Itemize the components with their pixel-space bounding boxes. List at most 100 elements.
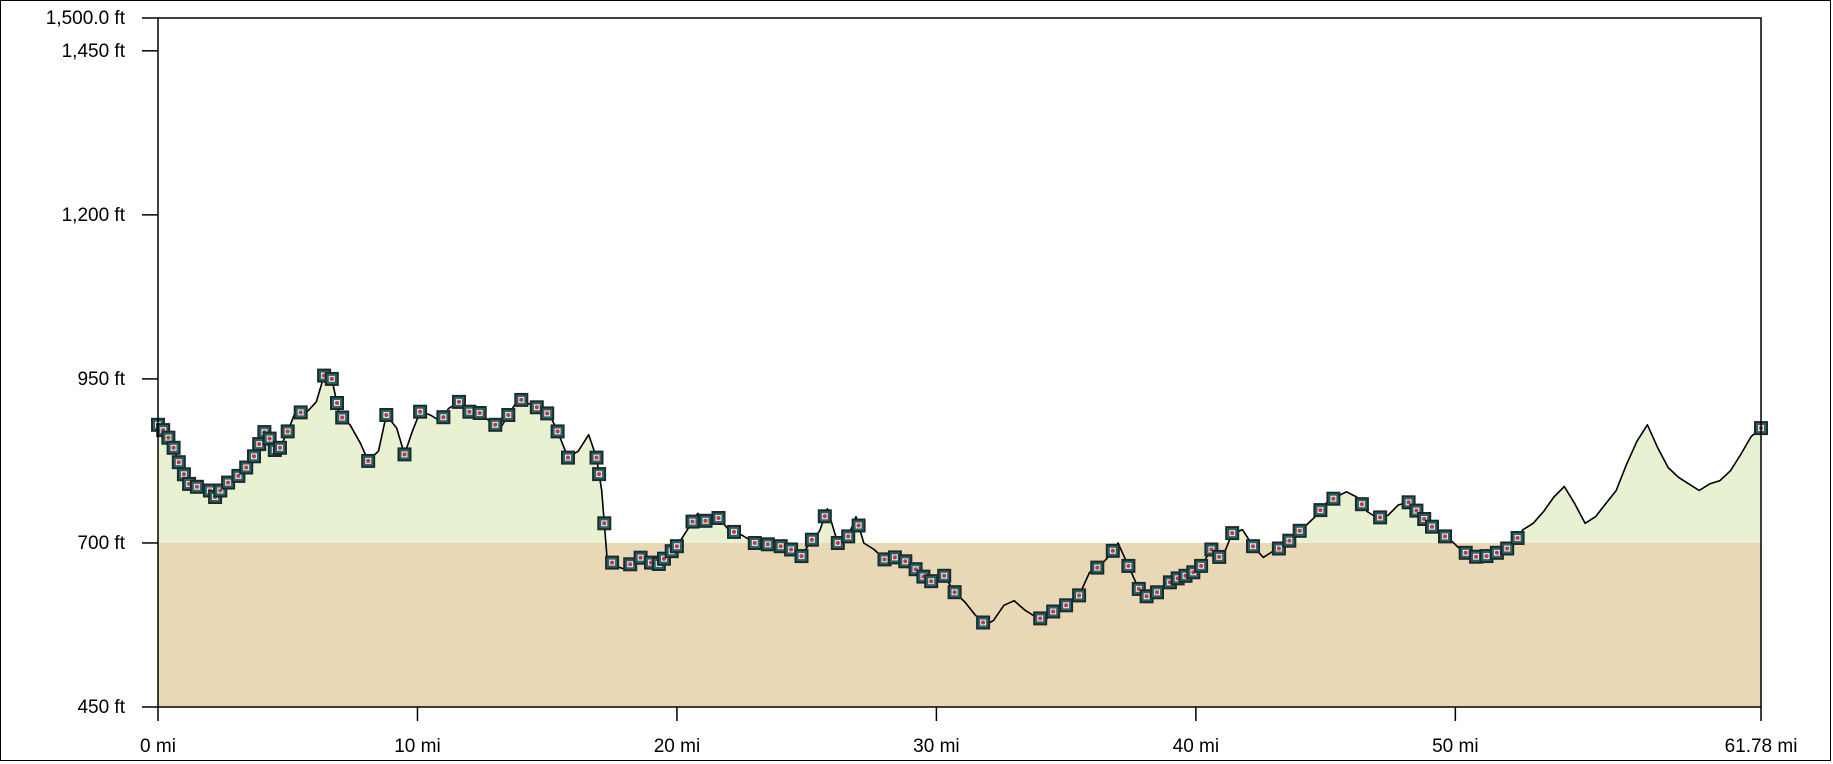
- waypoint-marker-dot: [1144, 594, 1149, 599]
- waypoint-marker: [561, 450, 575, 465]
- waypoint-marker-dot: [610, 560, 615, 565]
- waypoint-marker-dot: [1505, 546, 1510, 551]
- waypoint-marker: [550, 424, 565, 439]
- waypoint-marker-dot: [942, 573, 947, 578]
- waypoint-marker: [273, 440, 287, 455]
- waypoint-marker: [597, 516, 612, 531]
- waypoint-marker-dot: [441, 415, 446, 420]
- waypoint-marker: [1212, 549, 1227, 564]
- waypoint-marker-dot: [1064, 603, 1069, 608]
- waypoint-marker: [1121, 558, 1136, 573]
- waypoint-marker-dot: [594, 455, 599, 460]
- waypoint-marker: [1150, 585, 1164, 600]
- waypoint-marker: [698, 513, 713, 528]
- waypoint-marker: [379, 408, 394, 422]
- waypoint-marker-dot: [1359, 502, 1364, 507]
- waypoint-marker-dot: [418, 409, 423, 414]
- waypoint-marker: [1105, 543, 1120, 558]
- waypoint-marker: [1033, 611, 1048, 626]
- waypoint-marker-dot: [506, 413, 511, 417]
- waypoint-marker: [514, 392, 529, 407]
- waypoint-marker-dot: [566, 455, 570, 460]
- waypoint-marker: [330, 396, 344, 410]
- baseline-band-layer: [158, 542, 1761, 707]
- waypoint-marker-dot: [545, 411, 550, 416]
- waypoint-marker-dot: [903, 559, 908, 564]
- waypoint-marker: [171, 455, 186, 470]
- waypoint-marker: [1373, 510, 1388, 525]
- waypoint-marker-dot: [1515, 536, 1520, 540]
- waypoint-marker: [669, 539, 684, 554]
- waypoint-marker: [1225, 526, 1240, 541]
- waypoint-marker-dot: [1494, 550, 1499, 555]
- waypoint-marker-dot: [1199, 563, 1204, 568]
- waypoint-marker-dot: [171, 445, 176, 450]
- waypoint-marker-dot: [267, 436, 272, 441]
- waypoint-marker-dot: [278, 445, 282, 450]
- waypoint-marker-dot: [226, 480, 231, 485]
- waypoint-marker-dot: [1463, 550, 1468, 555]
- waypoint-marker-dot: [1217, 554, 1222, 559]
- waypoint-marker-dot: [166, 435, 171, 440]
- waypoint-marker-dot: [467, 409, 472, 414]
- waypoint-marker-dot: [765, 542, 770, 547]
- waypoint-marker: [397, 447, 412, 462]
- y-tick-label: 950 ft: [77, 369, 125, 390]
- waypoint-marker: [747, 536, 762, 550]
- waypoint-marker: [280, 424, 295, 439]
- waypoint-marker-dot: [1331, 496, 1336, 501]
- waypoint-marker-dot: [882, 557, 887, 562]
- waypoint-marker: [924, 574, 939, 589]
- waypoint-marker-dot: [981, 620, 986, 625]
- waypoint-marker-dot: [1318, 508, 1323, 513]
- waypoint-marker: [711, 511, 726, 525]
- waypoint-marker-dot: [1230, 531, 1235, 536]
- waypoint-marker: [239, 460, 254, 475]
- waypoint-marker-dot: [1443, 534, 1447, 539]
- waypoint-marker-dot: [1414, 508, 1419, 513]
- waypoint-marker-dot: [493, 422, 498, 427]
- waypoint-marker: [760, 537, 775, 552]
- waypoint-marker-dot: [1038, 616, 1043, 621]
- waypoint-marker-dot: [732, 529, 736, 534]
- waypoint-marker-dot: [846, 534, 851, 539]
- waypoint-marker: [361, 453, 376, 468]
- waypoint-marker-dot: [835, 541, 840, 545]
- waypoint-marker: [540, 406, 555, 421]
- waypoint-marker-dot: [1484, 554, 1489, 559]
- waypoint-marker: [1194, 558, 1209, 573]
- y-tick-label: 1,200 ft: [62, 205, 126, 226]
- waypoint-marker: [436, 410, 451, 425]
- waypoint-marker-dot: [244, 465, 249, 470]
- plot-border: [157, 17, 1762, 708]
- waypoint-marker-dot: [285, 429, 290, 434]
- waypoint-marker: [804, 532, 819, 547]
- waypoint-marker-dot: [257, 442, 262, 447]
- waypoint-marker-dot: [1406, 500, 1411, 505]
- waypoint-marker-dot: [335, 401, 339, 405]
- waypoint-marker: [1246, 539, 1260, 554]
- waypoint-marker-dot: [778, 544, 783, 549]
- waypoint-marker: [293, 405, 308, 420]
- waypoint-marker-dot: [929, 579, 934, 584]
- waypoint-marker: [841, 529, 856, 544]
- waypoint-marker: [592, 467, 607, 482]
- waypoint-marker: [1438, 529, 1452, 544]
- waypoint-marker-dot: [1297, 528, 1302, 533]
- waypoint-marker-dot: [384, 413, 389, 417]
- baseline-band: [158, 542, 1761, 707]
- waypoint-marker-dot: [674, 544, 679, 549]
- waypoint-marker: [727, 524, 741, 539]
- waypoint-marker-dot: [329, 376, 334, 381]
- waypoint-marker-dot: [703, 518, 708, 523]
- waypoint-marker-dot: [1251, 544, 1255, 549]
- waypoint-marker-dot: [1378, 515, 1383, 520]
- waypoint-marker-dot: [176, 460, 181, 465]
- x-tick-label: 0 mi: [140, 736, 176, 757]
- x-tick-label: 61.78 mi: [1725, 736, 1798, 757]
- axes-layer: 450 ft 700 ft 950 ft 1,200 ft 1,450 ft 1,500.…: [46, 8, 1798, 757]
- waypoint-marker: [1313, 503, 1328, 518]
- waypoint-marker: [1046, 604, 1061, 619]
- waypoint-marker: [947, 585, 962, 600]
